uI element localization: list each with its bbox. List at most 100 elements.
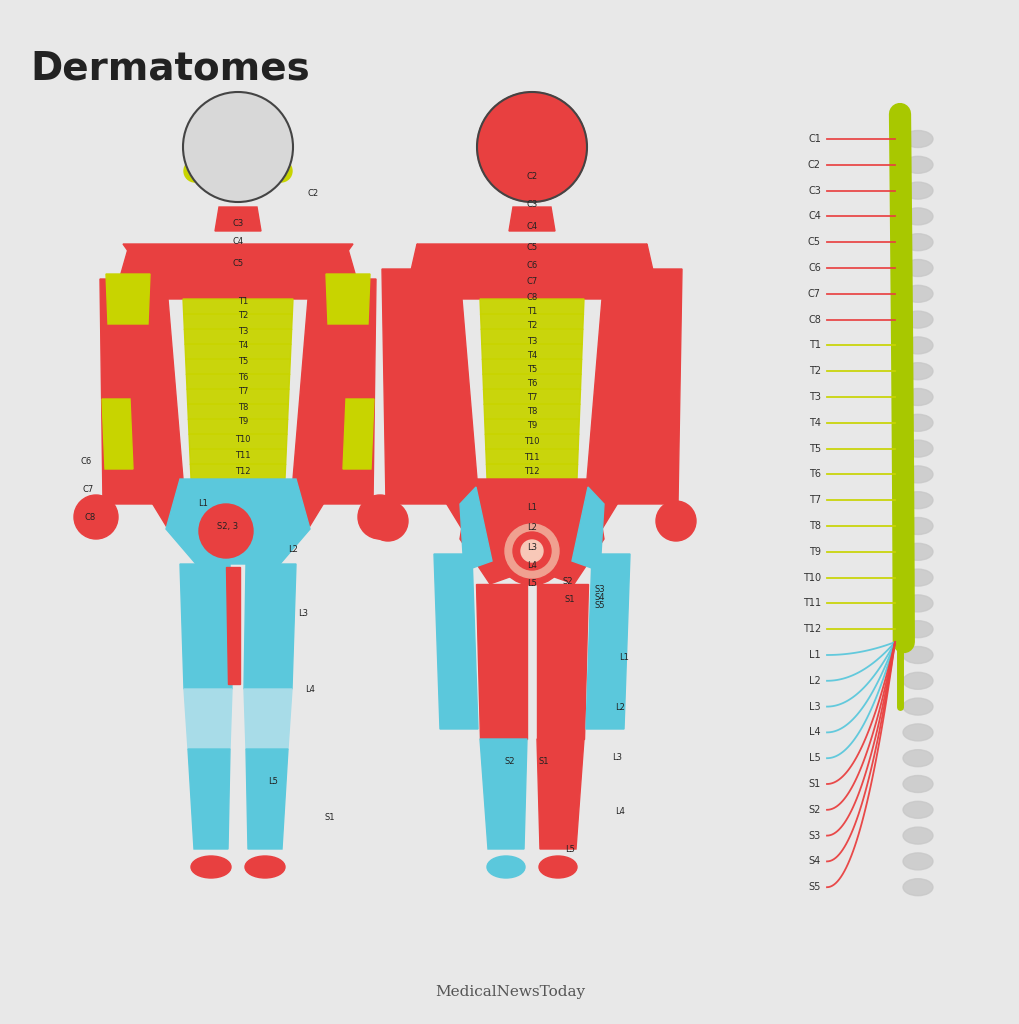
Ellipse shape	[902, 827, 932, 844]
Polygon shape	[183, 314, 292, 329]
Text: T6: T6	[237, 373, 248, 382]
Polygon shape	[184, 329, 291, 344]
Polygon shape	[187, 749, 229, 849]
Ellipse shape	[902, 466, 932, 483]
Polygon shape	[484, 419, 579, 434]
Polygon shape	[482, 374, 581, 389]
Ellipse shape	[902, 853, 932, 870]
Text: T8: T8	[808, 521, 820, 531]
Polygon shape	[186, 389, 288, 404]
Text: T1: T1	[237, 297, 248, 305]
Text: C7: C7	[526, 276, 537, 286]
Text: L2: L2	[287, 545, 298, 554]
Text: C8: C8	[85, 512, 96, 521]
Polygon shape	[485, 434, 578, 449]
Circle shape	[182, 92, 292, 202]
Text: T12: T12	[235, 467, 251, 475]
Text: T1: T1	[808, 340, 820, 350]
Text: L1: L1	[527, 503, 536, 512]
Ellipse shape	[902, 775, 932, 793]
Text: C5: C5	[232, 259, 244, 268]
Ellipse shape	[245, 856, 284, 878]
Ellipse shape	[902, 646, 932, 664]
Text: T3: T3	[237, 327, 248, 336]
Polygon shape	[182, 299, 292, 314]
Circle shape	[504, 524, 558, 578]
Ellipse shape	[902, 233, 932, 251]
Polygon shape	[189, 419, 287, 434]
Text: S2, 3: S2, 3	[217, 522, 238, 531]
Polygon shape	[166, 479, 310, 564]
Ellipse shape	[902, 544, 932, 560]
Ellipse shape	[538, 856, 577, 878]
Polygon shape	[187, 404, 288, 419]
Ellipse shape	[902, 517, 932, 535]
Text: C6: C6	[526, 260, 537, 269]
Polygon shape	[244, 564, 296, 689]
Text: T12: T12	[802, 625, 820, 634]
Text: T2: T2	[808, 367, 820, 376]
Polygon shape	[123, 244, 353, 299]
Text: L5: L5	[808, 754, 820, 763]
Polygon shape	[485, 449, 578, 464]
Text: L5: L5	[527, 579, 536, 588]
Ellipse shape	[902, 802, 932, 818]
Polygon shape	[215, 207, 261, 231]
Text: S1: S1	[538, 757, 548, 766]
Polygon shape	[480, 299, 584, 314]
Ellipse shape	[902, 208, 932, 225]
Text: C6: C6	[81, 457, 92, 466]
Text: T7: T7	[237, 387, 248, 396]
Circle shape	[497, 517, 566, 585]
Polygon shape	[536, 584, 587, 739]
Polygon shape	[481, 329, 582, 344]
Polygon shape	[179, 564, 231, 689]
Polygon shape	[460, 487, 491, 571]
Ellipse shape	[902, 362, 932, 380]
Text: S1: S1	[808, 779, 820, 790]
Ellipse shape	[902, 337, 932, 354]
Text: T7: T7	[808, 496, 820, 505]
Text: T3: T3	[808, 392, 820, 402]
Text: C2: C2	[307, 189, 318, 199]
Text: S3: S3	[808, 830, 820, 841]
Ellipse shape	[902, 698, 932, 715]
Circle shape	[183, 160, 206, 182]
Text: S2: S2	[562, 577, 573, 586]
Text: S1: S1	[565, 595, 575, 603]
Text: T7: T7	[526, 392, 537, 401]
Text: L2: L2	[808, 676, 820, 686]
Text: T11: T11	[802, 598, 820, 608]
Polygon shape	[246, 749, 287, 849]
Text: T6: T6	[526, 379, 537, 387]
Text: MedicalNewsToday: MedicalNewsToday	[434, 985, 585, 999]
Ellipse shape	[902, 673, 932, 689]
Text: C3: C3	[526, 200, 537, 209]
Polygon shape	[572, 487, 603, 571]
Text: S5: S5	[594, 600, 604, 609]
Circle shape	[358, 495, 401, 539]
Ellipse shape	[902, 440, 932, 457]
Text: L4: L4	[527, 560, 536, 569]
Text: T10: T10	[524, 436, 539, 445]
Text: S3: S3	[594, 585, 604, 594]
Polygon shape	[460, 479, 603, 584]
Circle shape	[270, 160, 291, 182]
Polygon shape	[486, 464, 577, 479]
Polygon shape	[342, 399, 374, 469]
Circle shape	[368, 501, 408, 541]
Text: T4: T4	[527, 350, 537, 359]
Text: L2: L2	[614, 702, 625, 712]
Polygon shape	[292, 249, 368, 529]
Polygon shape	[244, 689, 291, 749]
Text: L5: L5	[268, 776, 277, 785]
Polygon shape	[399, 244, 477, 529]
Ellipse shape	[902, 311, 932, 328]
Text: T10: T10	[802, 572, 820, 583]
Polygon shape	[476, 584, 527, 739]
Text: C8: C8	[526, 293, 537, 301]
Text: L4: L4	[614, 807, 625, 815]
Polygon shape	[323, 279, 376, 504]
Polygon shape	[433, 554, 478, 729]
Ellipse shape	[902, 415, 932, 431]
